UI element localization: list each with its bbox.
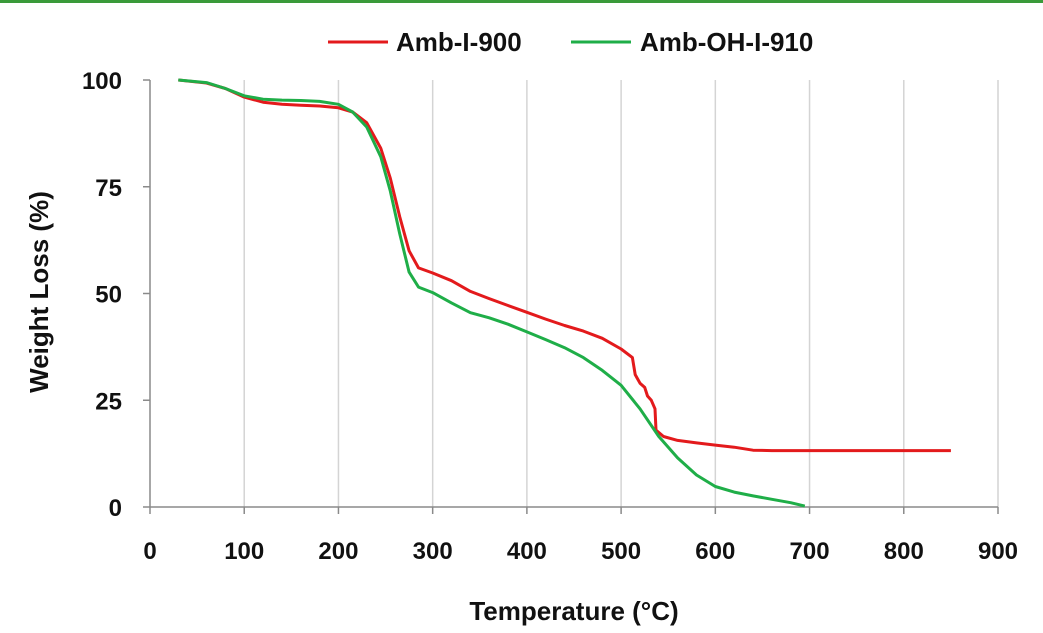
legend: Amb-I-900 Amb-OH-I-910 [328,27,813,57]
data-series [178,78,951,508]
series-line-1 [178,78,951,453]
x-axis-title: Temperature (°C) [469,596,678,626]
top-accent-line [0,0,1043,3]
x-tick-label: 300 [413,538,453,565]
x-tick-label: 700 [790,538,830,565]
y-tick-label: 100 [82,68,122,95]
y-tick-label: 25 [95,388,122,415]
y-axis-title: Weight Loss (%) [24,191,54,393]
tick-marks [143,79,999,514]
y-tick-label: 0 [109,495,122,522]
x-tick-label: 600 [695,538,735,565]
grid-lines [243,80,999,507]
x-tick-label: 900 [978,538,1018,565]
y-tick-label: 75 [95,175,122,202]
x-tick-label: 500 [601,538,641,565]
y-tick-label: 50 [95,282,122,309]
x-tick-label: 200 [318,538,358,565]
axes [149,80,998,508]
series-line-2 [178,78,806,508]
x-tick-label: 800 [884,538,924,565]
legend-label-2: Amb-OH-I-910 [640,27,813,57]
legend-label-1: Amb-I-900 [396,27,522,57]
x-tick-label: 400 [507,538,547,565]
x-tick-label: 100 [224,538,264,565]
x-tick-label: 0 [143,538,156,565]
